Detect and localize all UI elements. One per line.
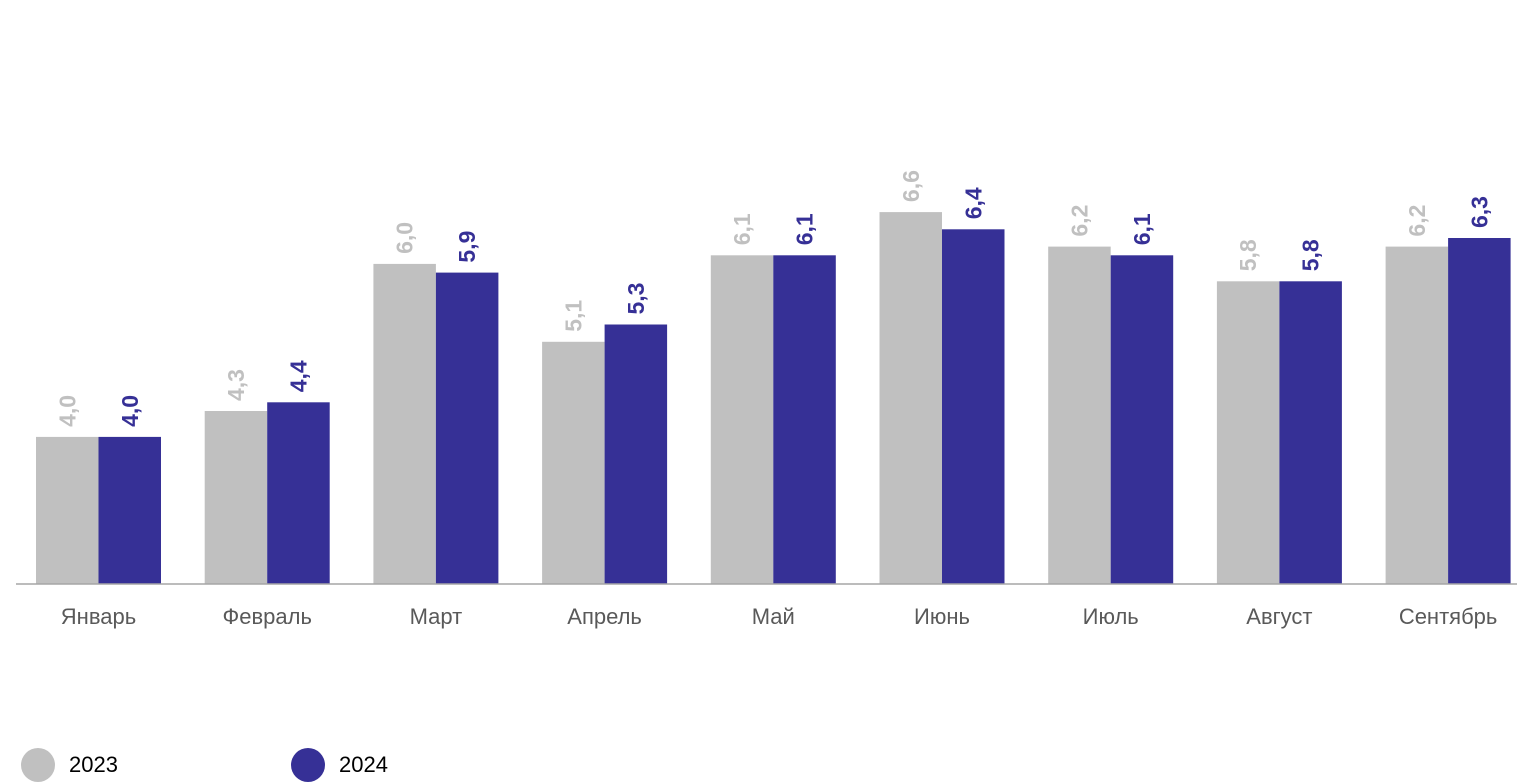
value-label-2024-5: 6,1 [792, 213, 818, 245]
legend-swatch-2023 [21, 748, 55, 782]
bar-2023-5 [710, 255, 774, 585]
bar-2023-7 [1048, 246, 1111, 584]
legend-item-2023: 2023 [21, 748, 118, 782]
bar-2023-1 [36, 436, 99, 584]
value-labels-group: 4,0 4,0 4,3 4,4 6,0 5,9 5,1 5,3 6,1 6,1 6,6 6,4 6,2 6… [54, 170, 1492, 427]
value-label-2024-1: 4,0 [117, 395, 143, 427]
category-label-7: Июль [1083, 604, 1139, 629]
bar-2023-8 [1216, 281, 1280, 585]
bar-2024-9 [1448, 238, 1511, 584]
bar-2023-6 [879, 212, 942, 584]
category-label-6: Июнь [914, 604, 970, 629]
value-label-2024-9: 6,3 [1466, 196, 1492, 228]
bar-2023-3 [373, 263, 436, 584]
category-label-5: Май [752, 604, 795, 629]
category-label-1: Январь [61, 604, 136, 629]
value-label-2023-5: 6,1 [729, 213, 755, 245]
value-label-2023-8: 5,8 [1235, 239, 1261, 271]
bar-2023-9 [1385, 246, 1449, 584]
bar-2024-7 [1110, 255, 1174, 585]
legend: 2023 2024 [0, 748, 1517, 782]
category-label-8: Август [1246, 604, 1312, 629]
bar-2024-5 [773, 255, 836, 585]
value-label-2024-7: 6,1 [1129, 213, 1155, 245]
bar-2024-4 [604, 324, 668, 584]
value-label-2024-3: 5,9 [454, 231, 480, 263]
legend-swatch-2024 [291, 748, 325, 782]
value-label-2023-7: 6,2 [1066, 205, 1092, 237]
value-label-2024-8: 5,8 [1298, 239, 1324, 271]
legend-item-2024: 2024 [291, 748, 388, 782]
bar-chart: 4,0 4,0 4,3 4,4 6,0 5,9 5,1 5,3 6,1 6,1 6,6 6,4 6,2 6… [16, 170, 1517, 629]
value-label-2023-2: 4,3 [223, 369, 249, 401]
category-label-3: Март [410, 604, 463, 629]
bar-2024-1 [98, 436, 161, 584]
category-labels-group: Январь Февраль Март Апрель Май Июнь Июль Август… [61, 604, 1498, 629]
category-label-2: Февраль [222, 604, 311, 629]
value-label-2024-2: 4,4 [285, 360, 311, 392]
value-label-2024-6: 6,4 [960, 187, 986, 219]
legend-label-2023: 2023 [69, 752, 118, 777]
value-label-2023-4: 5,1 [560, 300, 586, 332]
value-label-2024-4: 5,3 [623, 283, 649, 315]
bar-2024-6 [942, 229, 1005, 585]
bars-group [36, 212, 1511, 585]
value-label-2023-6: 6,6 [898, 170, 924, 202]
bar-2024-2 [267, 402, 330, 584]
legend-label-2024: 2024 [339, 752, 388, 777]
bar-2023-4 [542, 341, 605, 584]
value-label-2023-1: 4,0 [54, 395, 80, 427]
value-label-2023-9: 6,2 [1404, 205, 1430, 237]
bar-2024-3 [435, 272, 499, 584]
bar-2023-2 [204, 411, 268, 584]
value-label-2023-3: 6,0 [392, 222, 418, 254]
category-label-4: Апрель [567, 604, 642, 629]
bar-2024-8 [1279, 281, 1342, 585]
category-label-9: Сентябрь [1399, 604, 1498, 629]
